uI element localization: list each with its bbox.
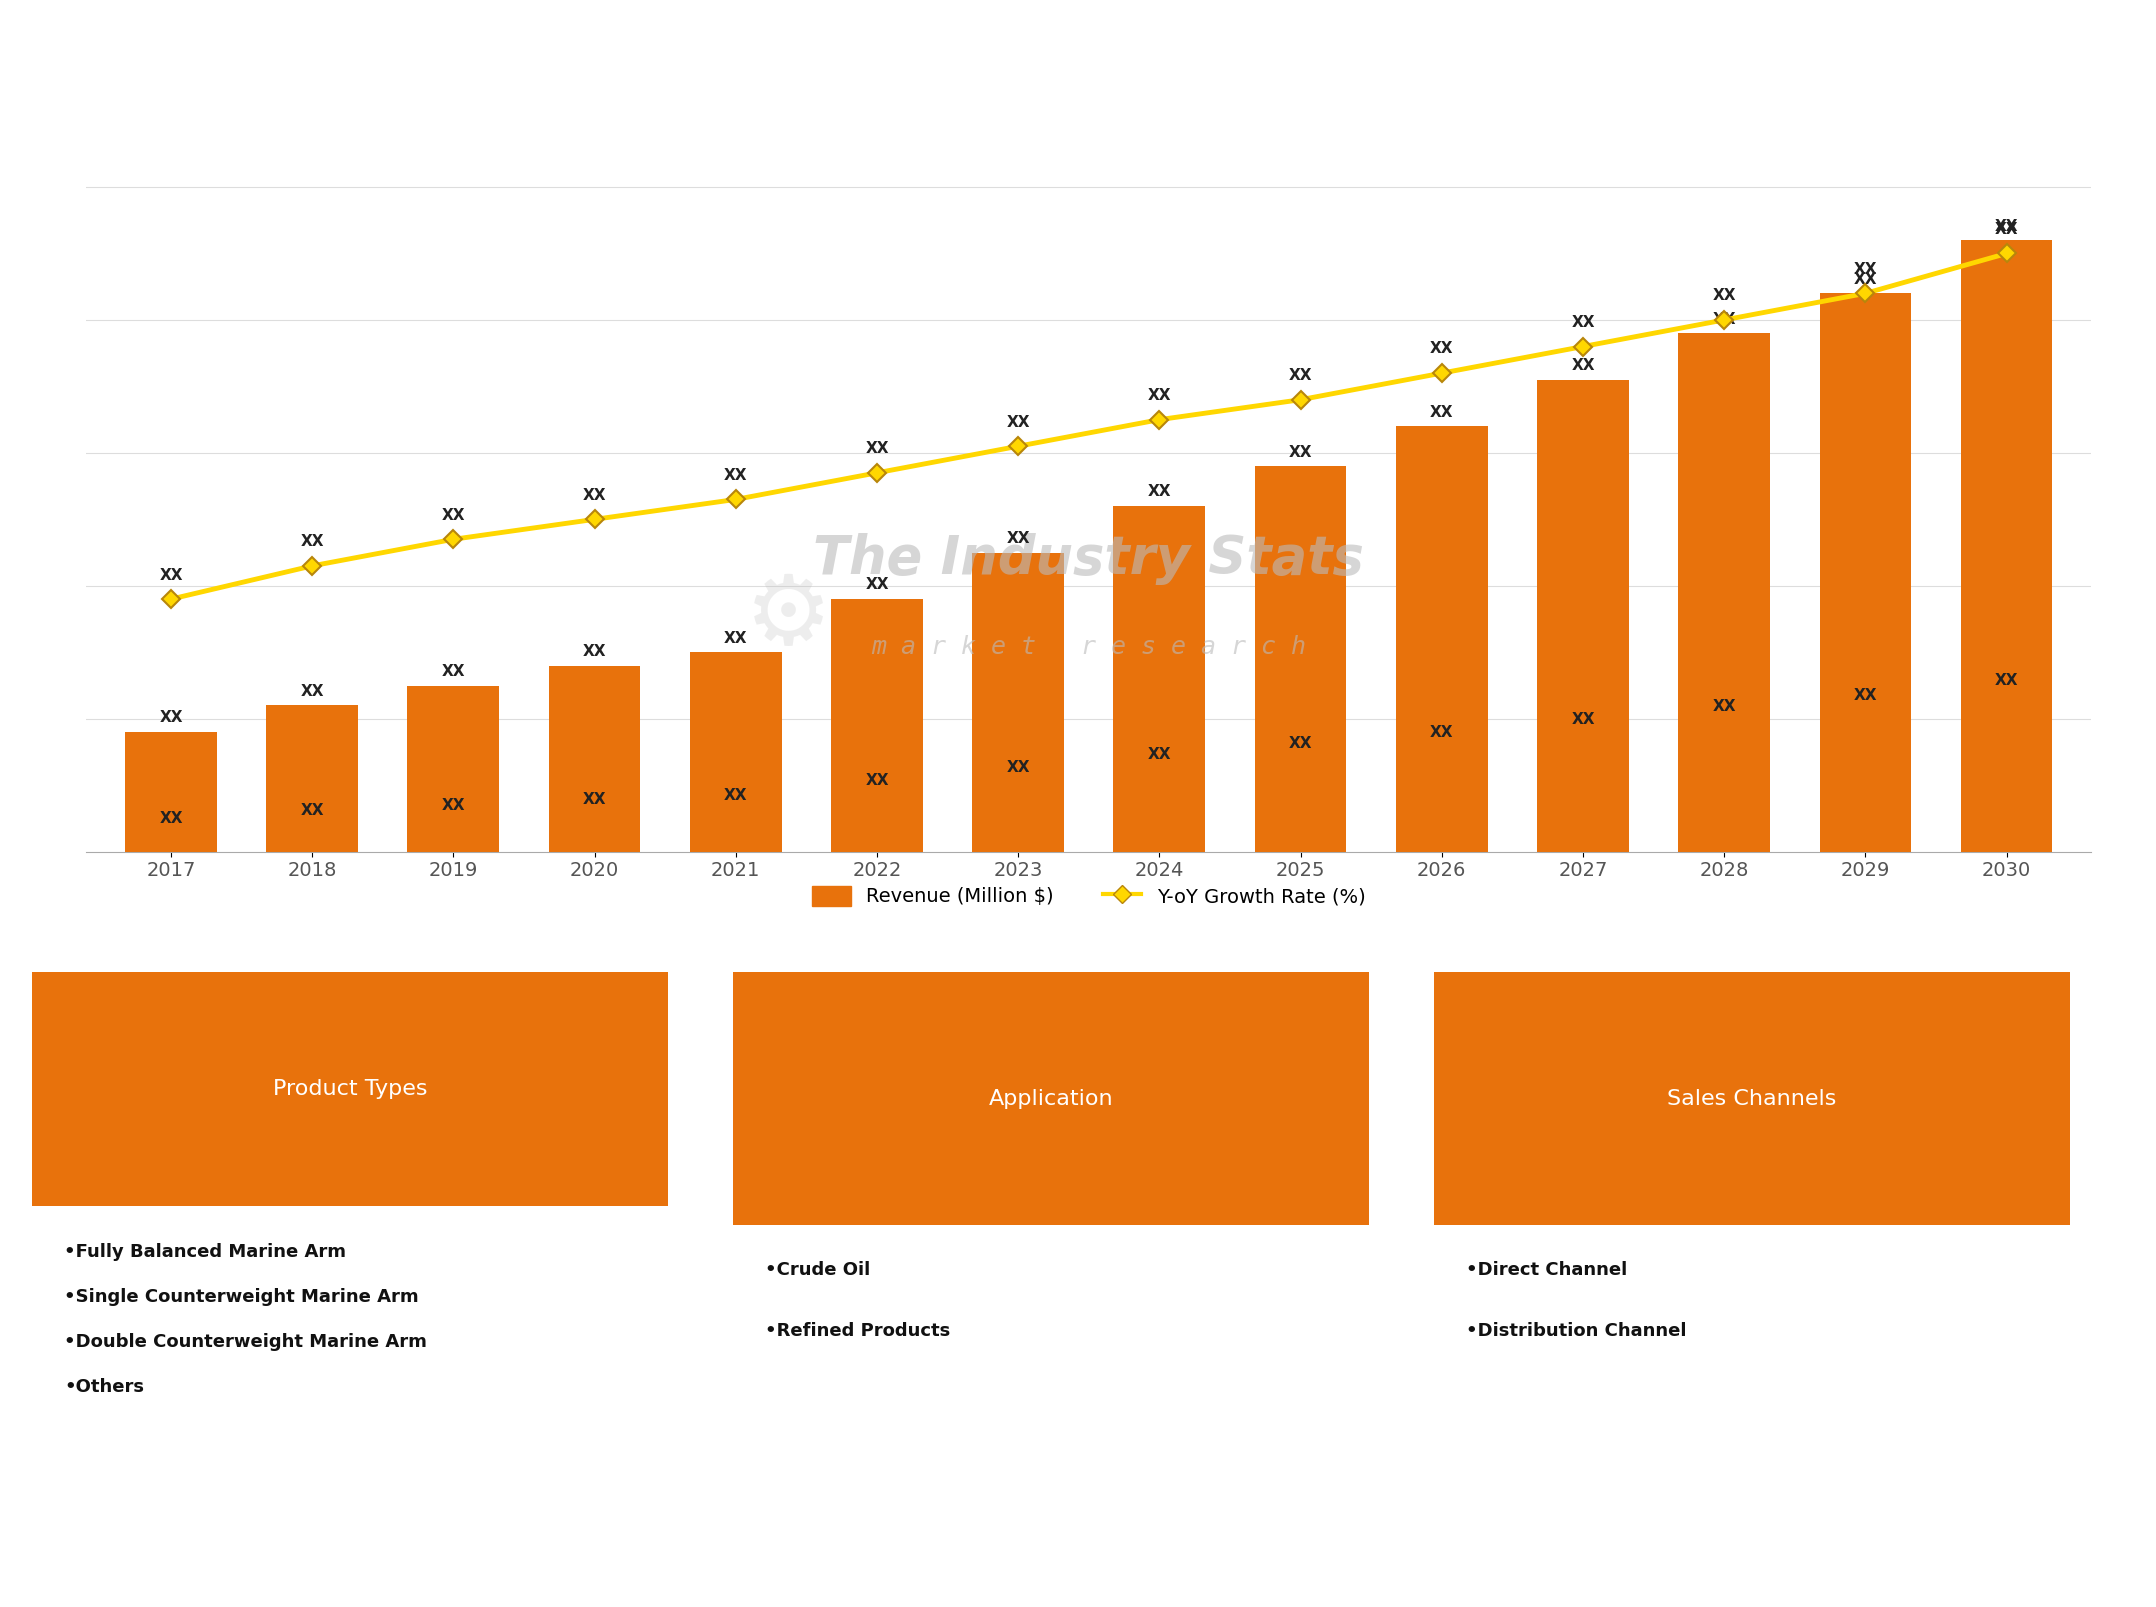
Text: •Distribution Channel: •Distribution Channel — [1466, 1321, 1686, 1340]
Text: XX: XX — [1289, 445, 1313, 460]
Text: •Others: •Others — [65, 1377, 144, 1396]
Text: XX: XX — [1429, 342, 1453, 357]
Text: m a r k e t   r e s e a r c h: m a r k e t r e s e a r c h — [871, 635, 1307, 659]
Text: XX: XX — [442, 508, 466, 522]
Text: XX: XX — [582, 644, 606, 659]
Text: Sales Channels: Sales Channels — [1667, 1090, 1837, 1109]
Text: XX: XX — [1994, 219, 2018, 233]
Text: •Refined Products: •Refined Products — [765, 1321, 951, 1340]
Text: XX: XX — [1994, 673, 2018, 688]
Text: XX: XX — [1289, 368, 1313, 382]
Bar — [1537, 379, 1630, 852]
Text: XX: XX — [160, 810, 183, 826]
Text: XX: XX — [1712, 288, 1736, 304]
Text: XX: XX — [300, 804, 323, 818]
Bar — [1112, 506, 1205, 852]
Text: XX: XX — [865, 442, 888, 456]
Text: ⚙: ⚙ — [744, 570, 832, 664]
Bar — [1255, 466, 1348, 852]
Bar — [972, 553, 1065, 852]
Text: XX: XX — [1007, 760, 1031, 776]
Text: •Direct Channel: •Direct Channel — [1466, 1261, 1628, 1279]
Bar — [830, 599, 923, 852]
Text: XX: XX — [160, 710, 183, 725]
Text: XX: XX — [1007, 530, 1031, 546]
Text: XX: XX — [1289, 736, 1313, 750]
Bar — [1960, 239, 2053, 852]
Text: The Industry Stats: The Industry Stats — [813, 534, 1365, 585]
Text: XX: XX — [300, 534, 323, 550]
Text: XX: XX — [1147, 484, 1171, 500]
Text: XX: XX — [1572, 712, 1595, 726]
Text: XX: XX — [582, 792, 606, 807]
Text: •Crude Oil: •Crude Oil — [765, 1261, 871, 1279]
FancyBboxPatch shape — [733, 972, 1369, 1225]
Text: XX: XX — [442, 664, 466, 678]
Text: XX: XX — [1712, 312, 1736, 326]
Text: XX: XX — [442, 797, 466, 813]
Bar — [690, 652, 783, 852]
Text: XX: XX — [1854, 262, 1878, 276]
Text: •Fully Balanced Marine Arm: •Fully Balanced Marine Arm — [65, 1242, 347, 1261]
Text: XX: XX — [1429, 405, 1453, 419]
Text: •Double Counterweight Marine Arm: •Double Counterweight Marine Arm — [65, 1332, 427, 1351]
Text: XX: XX — [1994, 222, 2018, 236]
Text: XX: XX — [1712, 699, 1736, 714]
Bar — [548, 665, 640, 852]
Text: XX: XX — [1007, 415, 1031, 429]
Legend: Revenue (Million $), Y-oY Growth Rate (%): Revenue (Million $), Y-oY Growth Rate (%… — [804, 877, 1373, 914]
Text: XX: XX — [1854, 272, 1878, 286]
Text: XX: XX — [724, 630, 748, 646]
Bar — [1677, 333, 1770, 852]
Text: XX: XX — [865, 577, 888, 593]
Text: XX: XX — [300, 685, 323, 699]
Bar — [1820, 294, 1910, 852]
Text: XX: XX — [1429, 725, 1453, 741]
Text: XX: XX — [1572, 315, 1595, 329]
Text: Product Types: Product Types — [274, 1078, 427, 1099]
Text: XX: XX — [724, 789, 748, 804]
FancyBboxPatch shape — [1434, 972, 2070, 1225]
Text: XX: XX — [1572, 358, 1595, 373]
Text: XX: XX — [160, 567, 183, 582]
Text: Application: Application — [990, 1090, 1112, 1109]
Text: XX: XX — [582, 489, 606, 503]
Text: XX: XX — [1854, 688, 1878, 702]
Text: XX: XX — [865, 773, 888, 789]
Text: Fig. Global Marine Loading Arm Market Status and Outlook: Fig. Global Marine Loading Arm Market St… — [26, 39, 951, 66]
Bar — [407, 686, 500, 852]
Bar — [1395, 426, 1488, 852]
Bar — [125, 733, 218, 852]
Bar — [267, 705, 358, 852]
Text: •Single Counterweight Marine Arm: •Single Counterweight Marine Arm — [65, 1287, 418, 1306]
Text: XX: XX — [1147, 387, 1171, 403]
Text: XX: XX — [724, 468, 748, 482]
Text: Website: www.theindustrystats.com: Website: www.theindustrystats.com — [1761, 1554, 2130, 1572]
FancyBboxPatch shape — [32, 972, 668, 1205]
Text: Email: sales@theindustrystats.com: Email: sales@theindustrystats.com — [901, 1554, 1255, 1572]
Text: Source: Theindustrystats Analysis: Source: Theindustrystats Analysis — [26, 1554, 371, 1572]
Text: XX: XX — [1147, 747, 1171, 762]
